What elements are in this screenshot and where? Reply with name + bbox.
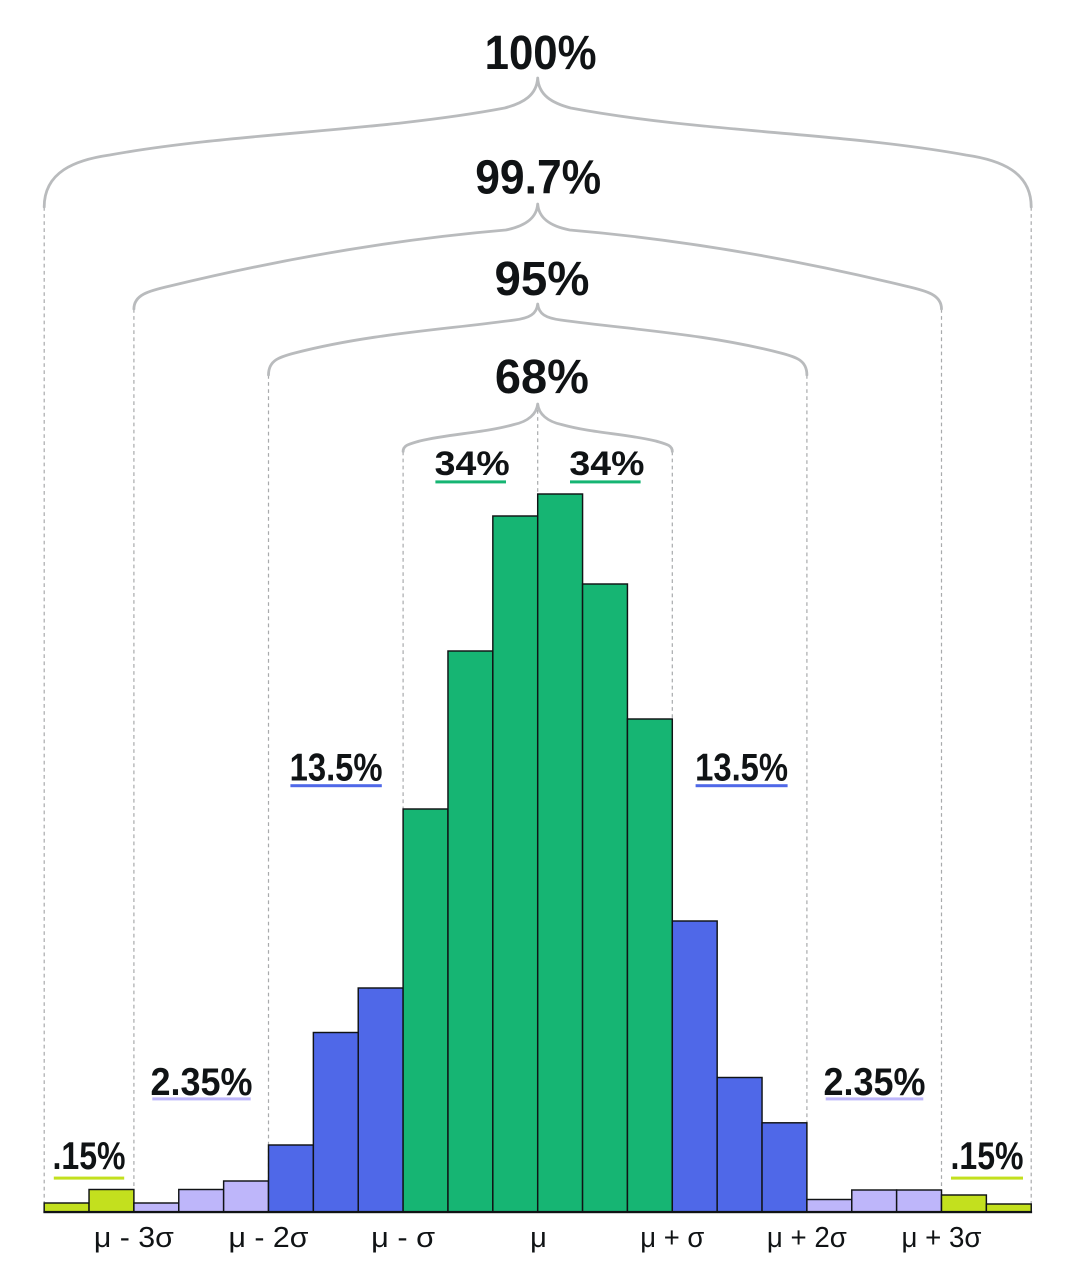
svg-text:34%: 34% — [569, 445, 644, 483]
svg-text:34%: 34% — [435, 445, 510, 483]
svg-text:μ + σ: μ + σ — [640, 1222, 704, 1254]
svg-text:2.35%: 2.35% — [151, 1061, 253, 1104]
svg-text:μ + 3σ: μ + 3σ — [902, 1222, 982, 1254]
svg-text:.15%: .15% — [951, 1135, 1024, 1178]
svg-text:μ + 2σ: μ + 2σ — [767, 1222, 847, 1254]
svg-text:99.7%: 99.7% — [475, 151, 601, 205]
svg-text:100%: 100% — [485, 26, 597, 80]
svg-text:μ: μ — [530, 1222, 547, 1254]
svg-text:13.5%: 13.5% — [290, 746, 383, 789]
svg-text:μ - 2σ: μ - 2σ — [229, 1222, 309, 1254]
svg-text:68%: 68% — [495, 350, 589, 404]
svg-text:13.5%: 13.5% — [695, 746, 788, 789]
svg-text:μ - σ: μ - σ — [371, 1222, 435, 1254]
svg-text:2.35%: 2.35% — [824, 1061, 926, 1104]
svg-text:μ - 3σ: μ - 3σ — [94, 1222, 174, 1254]
svg-text:95%: 95% — [495, 252, 590, 306]
svg-text:.15%: .15% — [53, 1135, 126, 1178]
